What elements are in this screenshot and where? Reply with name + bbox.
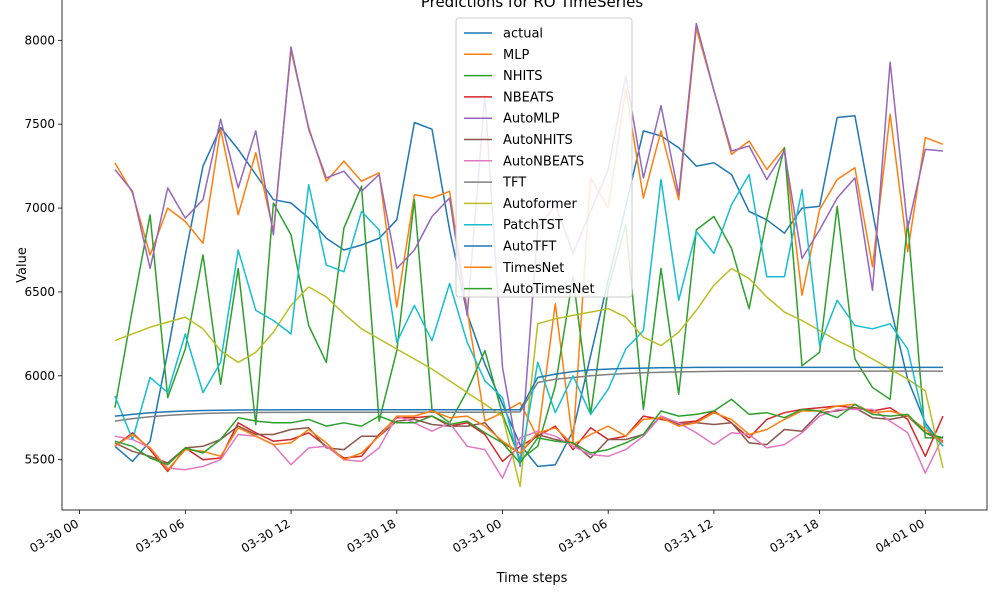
- y-axis-label: Value: [15, 247, 30, 283]
- y-tick-label: 6000: [24, 369, 55, 383]
- legend-label: AutoTFT: [503, 240, 556, 255]
- legend-label: TFT: [502, 176, 526, 191]
- legend-label: TimesNet: [502, 261, 564, 276]
- legend: actual MLP NHITS NBEATS AutoMLP AutoNHITS Auto…: [455, 17, 633, 298]
- series-line-actual: [114, 115, 944, 468]
- chart-title: Predictions for RO TimeSeries: [421, 0, 644, 11]
- series-line-patchtst: [114, 173, 944, 466]
- plot-frame: [61, 0, 988, 511]
- series-line-timesnet: [114, 403, 944, 471]
- legend-label: AutoNBEATS: [503, 154, 584, 169]
- legend-label: AutoMLP: [503, 112, 560, 127]
- legend-label: actual: [503, 27, 543, 42]
- y-tick-label: 6500: [24, 285, 55, 299]
- legend-label: NHITS: [503, 69, 543, 84]
- y-tick-label: 7500: [24, 117, 55, 131]
- y-tick-label: 5500: [24, 453, 55, 467]
- series-line-nhits: [114, 146, 943, 461]
- series-line-autotimesnet: [114, 398, 944, 466]
- legend-label: NBEATS: [503, 90, 554, 105]
- series-line-tft: [114, 370, 943, 422]
- y-axis: 5500 6000 6500 7000 7500 8000: [24, 33, 62, 467]
- legend-label: Autoformer: [503, 197, 577, 212]
- y-tick-label: 8000: [24, 33, 55, 47]
- series-line-autoformer: [114, 267, 944, 488]
- legend-box: [455, 17, 633, 298]
- y-tick-label: 7000: [24, 201, 55, 215]
- series-line-mlp: [114, 27, 944, 444]
- legend-label: PatchTST: [503, 218, 563, 233]
- series-line-automlp: [114, 22, 944, 468]
- series-lines: [114, 22, 944, 488]
- series-line-autonbeats: [114, 408, 944, 479]
- legend-label: AutoTimesNet: [503, 282, 595, 297]
- legend-label: MLP: [503, 48, 529, 63]
- legend-label: AutoNHITS: [503, 133, 573, 148]
- series-line-autotft: [114, 366, 943, 417]
- x-axis-label: Time steps: [496, 571, 568, 586]
